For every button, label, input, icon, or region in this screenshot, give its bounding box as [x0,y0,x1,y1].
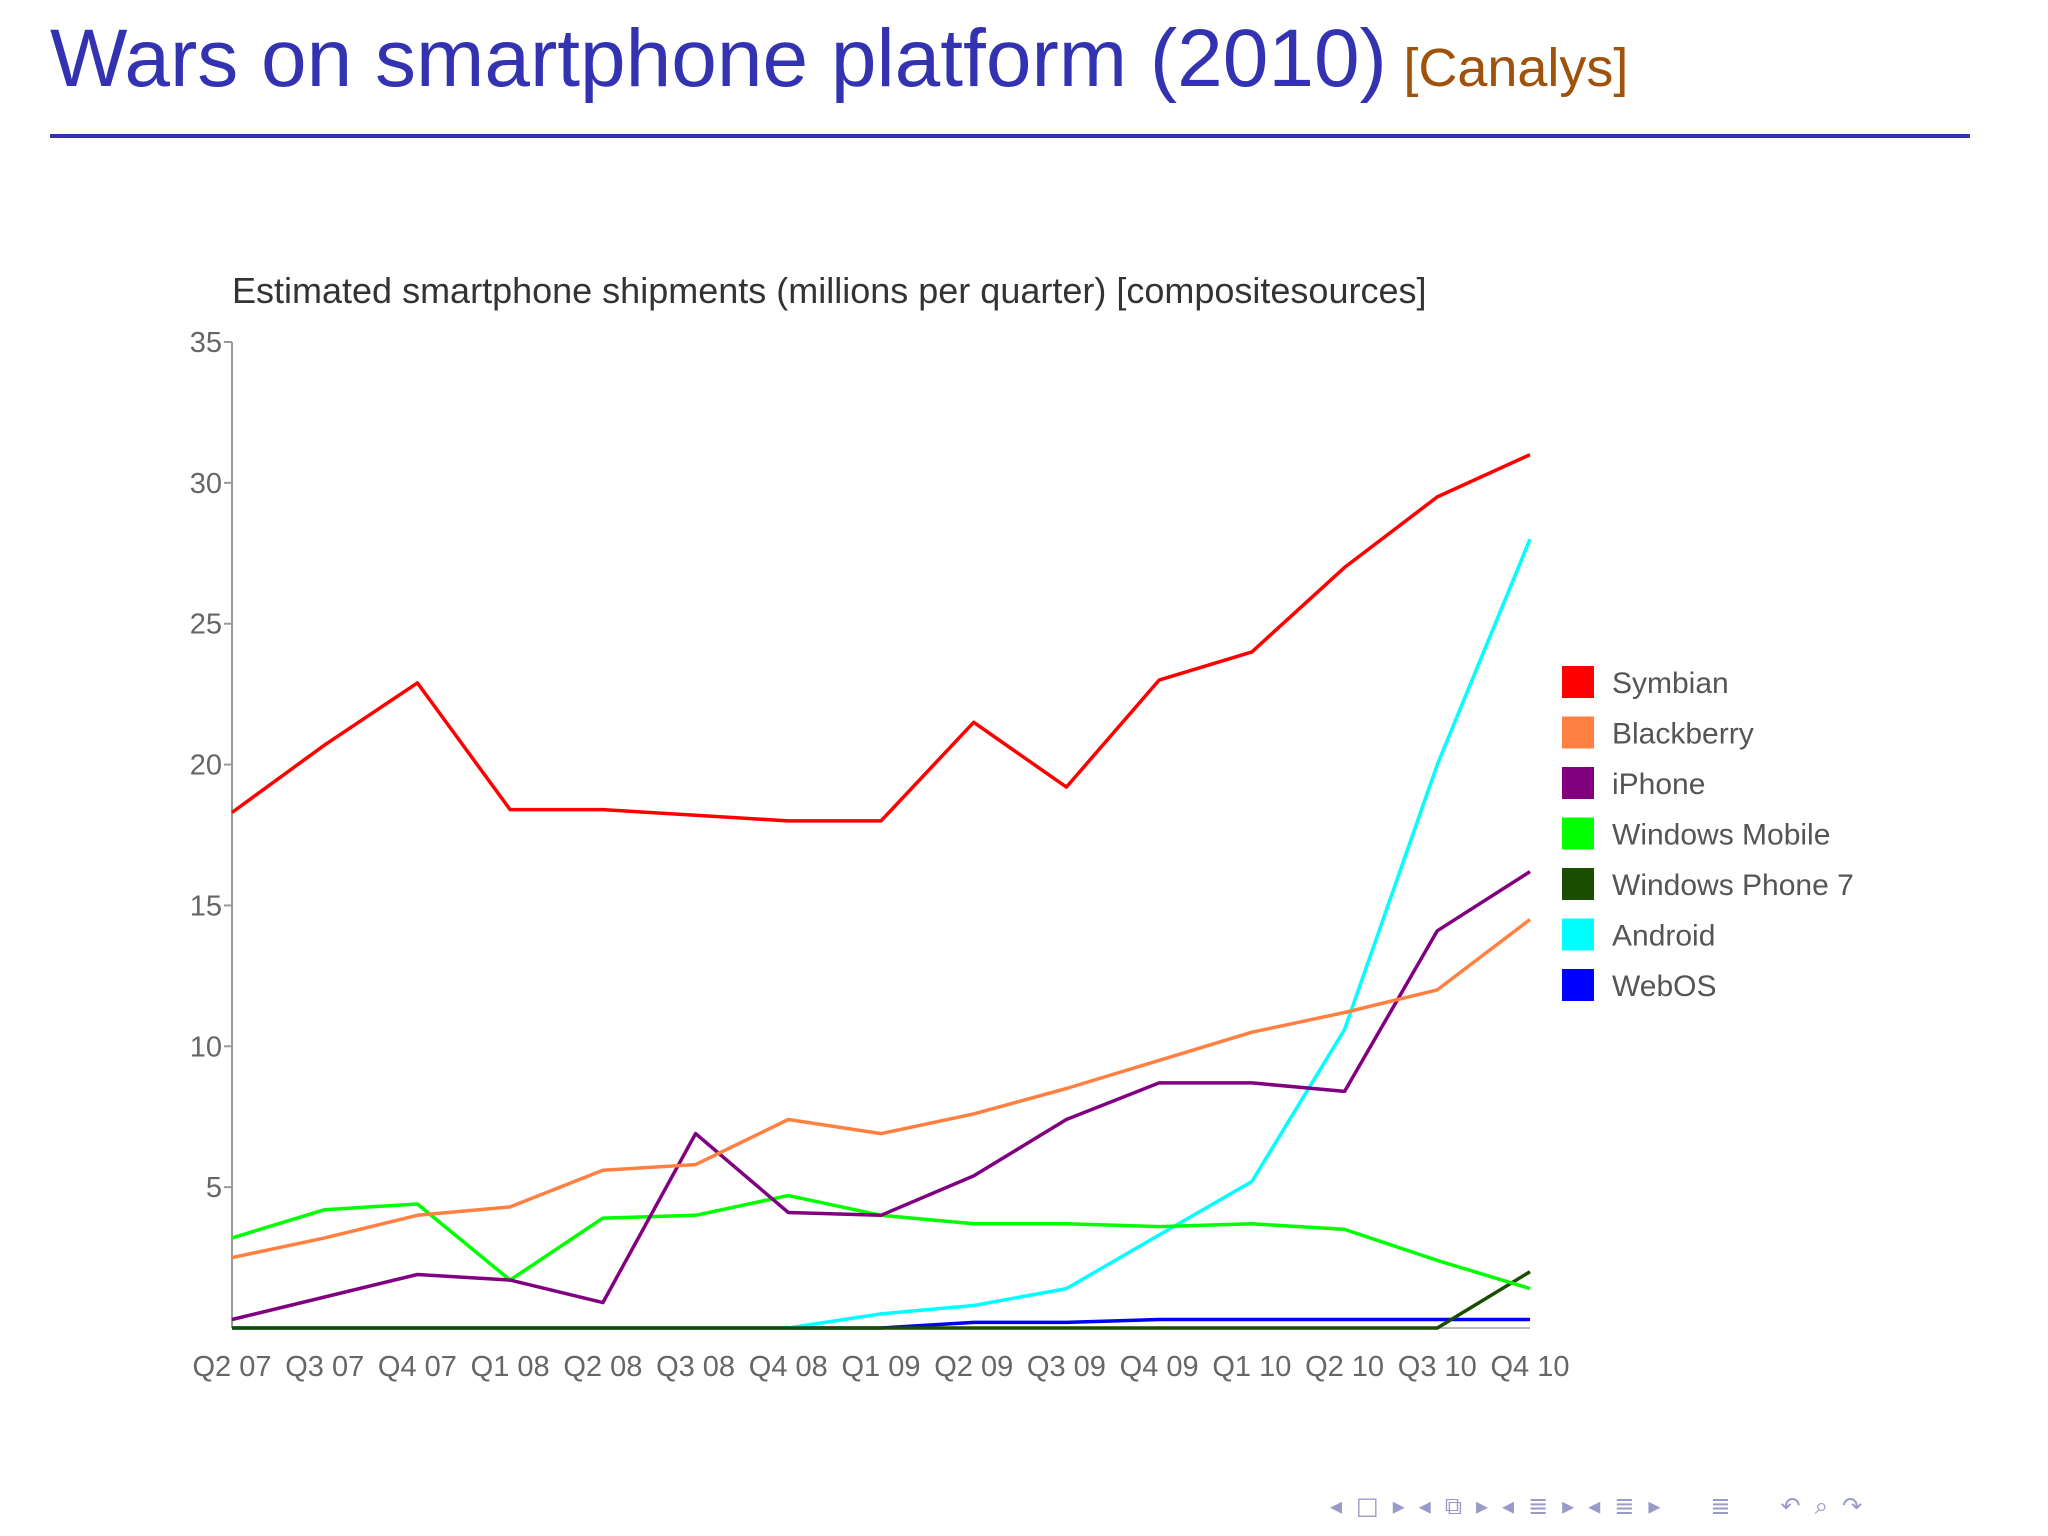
x-tick-label: Q4 08 [749,1351,828,1383]
legend-swatch [1562,918,1594,951]
search-icon[interactable]: ⌕ [1814,1492,1829,1520]
legend-swatch [1562,969,1594,1001]
series-line-iphone [231,870,1531,1322]
y-tick-label: 5 [206,1172,222,1204]
x-tick-label: Q1 10 [1212,1351,1291,1383]
legend-label: Windows Mobile [1612,819,1830,852]
legend-swatch [1562,817,1594,850]
series-line-symbian [230,453,1531,823]
legend-swatch [1562,716,1594,749]
legend-label: Symbian [1612,667,1729,700]
slide-title: Wars on smartphone platform (2010) [50,13,1387,104]
frame-icon[interactable]: □ [1356,1492,1379,1520]
x-tick-label: Q4 09 [1120,1351,1199,1383]
subsection-icon[interactable]: ⧉ [1444,1492,1462,1520]
x-tick-label: Q1 08 [471,1351,550,1383]
title-rule [50,134,1970,138]
legend-label: WebOS [1612,970,1717,1003]
y-tick-label: 10 [190,1031,222,1063]
chart-title: Estimated smartphone shipments (millions… [232,270,1427,311]
legend-label: Windows Phone 7 [1612,869,1854,902]
y-tick-label: 30 [190,468,222,500]
x-tick-label: Q2 10 [1305,1351,1384,1383]
nav-right-arrow[interactable]: ▸ [1648,1492,1661,1520]
legend-label: Blackberry [1612,718,1754,751]
section-icon[interactable]: ≣ [1614,1492,1635,1520]
x-tick-label: Q3 07 [285,1351,364,1383]
legend-swatch [1562,666,1594,698]
line-chart: Estimated smartphone shipments (millions… [190,270,1854,1383]
section-icon[interactable]: ≣ [1528,1492,1549,1520]
slide-source: [Canalys] [1403,38,1629,98]
legend-label: iPhone [1612,768,1705,801]
nav-left-arrow[interactable]: ◂ [1330,1492,1343,1520]
nav-left-arrow[interactable]: ◂ [1588,1492,1601,1520]
legend-swatch [1562,868,1594,900]
chart-axes: 5 10 15 20 25 30 35 Q2 07 Q3 07 Q4 07 Q1 08 Q2 08 Q3… [190,327,1570,1383]
y-tick-label: 15 [190,890,222,922]
legend-swatch [1562,767,1594,799]
nav-left-arrow[interactable]: ◂ [1502,1492,1515,1520]
x-tick-label: Q2 09 [934,1351,1013,1383]
x-tick-label: Q2 07 [193,1351,272,1383]
series-line-windows-phone-7 [232,1270,1531,1330]
x-tick-label: Q3 09 [1027,1351,1106,1383]
chart-legend: Symbian Blackberry iPhone Windows Mobile Win… [1562,666,1854,1003]
series-line-blackberry [231,918,1532,1260]
nav-left-arrow[interactable]: ◂ [1418,1492,1431,1520]
nav-right-arrow[interactable]: ▸ [1392,1492,1405,1520]
beamer-navigation: ◂ □ ▸ ◂ ⧉ ▸ ◂ ≣ ▸ ◂ ≣ ▸ ≣ ↶ ⌕ ↷ [1330,1488,2030,1524]
x-tick-label: Q3 08 [656,1351,735,1383]
y-tick-label: 25 [190,609,222,641]
redo-icon[interactable]: ↷ [1842,1492,1863,1520]
slide-title-bar: Wars on smartphone platform (2010) [Cana… [50,12,1628,106]
x-tick-label: Q3 10 [1398,1351,1477,1383]
chart-series [230,453,1532,1330]
y-tick-label: 20 [190,750,222,782]
align-icon[interactable]: ≣ [1710,1492,1731,1520]
undo-icon[interactable]: ↶ [1780,1492,1801,1520]
x-tick-label: Q4 10 [1491,1351,1570,1383]
x-tick-label: Q4 07 [378,1351,457,1383]
nav-right-arrow[interactable]: ▸ [1562,1492,1575,1520]
x-tick-label: Q2 08 [563,1351,642,1383]
y-tick-label: 35 [190,327,222,359]
x-tick-label: Q1 09 [842,1351,921,1383]
legend-label: Android [1612,920,1715,953]
nav-right-arrow[interactable]: ▸ [1475,1492,1489,1520]
